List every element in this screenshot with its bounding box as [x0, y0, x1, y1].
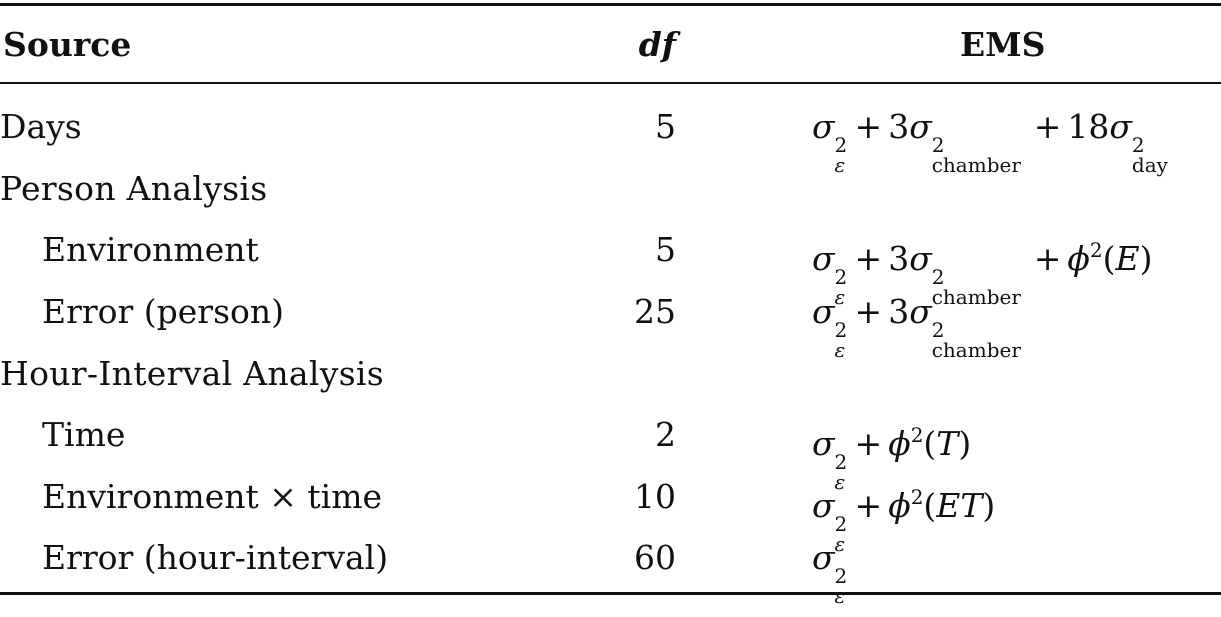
section-label: Hour-Interval Analysis — [0, 354, 385, 393]
source-cell: Error (person) — [42, 292, 285, 331]
top-rule — [0, 3, 1221, 6]
header-rule — [0, 82, 1221, 84]
section-row: Person Analysis — [0, 168, 1221, 230]
df-cell: 25 — [634, 292, 676, 331]
anova-table: Source df EMS Days 5 σ 2 ε +3σ 2 chamber +18σ 2… — [0, 3, 1221, 608]
table-row: Environment 5 σ 2 ε +3σ 2 chamber + ϕ2(E) — [0, 229, 1221, 309]
df-cell: 2 — [655, 415, 676, 454]
bottom-rule — [0, 592, 1221, 595]
ems-cell: σ 2 ε +3σ 2 chamber +18σ 2 day — [812, 107, 1168, 177]
table-row: Time 2 σ 2 ε + ϕ2(T) — [0, 414, 1221, 494]
ems-cell: σ 2 ε +3σ 2 chamber + ϕ2(E) — [812, 238, 1153, 309]
section-row: Hour-Interval Analysis — [0, 353, 1221, 415]
header-ems: EMS — [960, 25, 1046, 64]
df-cell: 60 — [634, 538, 676, 577]
header-df: df — [638, 25, 676, 64]
source-cell: Environment — [42, 230, 259, 269]
header-source: Source — [3, 25, 132, 64]
source-cell: Environment × time — [42, 477, 383, 516]
source-cell: Error (hour-interval) — [42, 538, 389, 577]
table-row: Days 5 σ 2 ε +3σ 2 chamber +18σ 2 day — [0, 106, 1221, 177]
source-cell: Days — [0, 107, 82, 146]
section-label: Person Analysis — [0, 169, 268, 208]
df-cell: 10 — [634, 477, 676, 516]
ems-cell: σ 2 ε + ϕ2(ET) — [812, 485, 996, 556]
df-cell: 5 — [655, 230, 676, 269]
ems-cell: σ 2 ε +3σ 2 chamber — [812, 292, 1021, 362]
table-row: Environment × time 10 σ 2 ε + ϕ2(ET) — [0, 476, 1221, 556]
source-cell: Time — [42, 415, 126, 454]
ems-cell: σ 2 ε + ϕ2(T) — [812, 423, 972, 494]
table-row: Error (person) 25 σ 2 ε +3σ 2 chamber — [0, 291, 1221, 362]
df-cell: 5 — [655, 107, 676, 146]
